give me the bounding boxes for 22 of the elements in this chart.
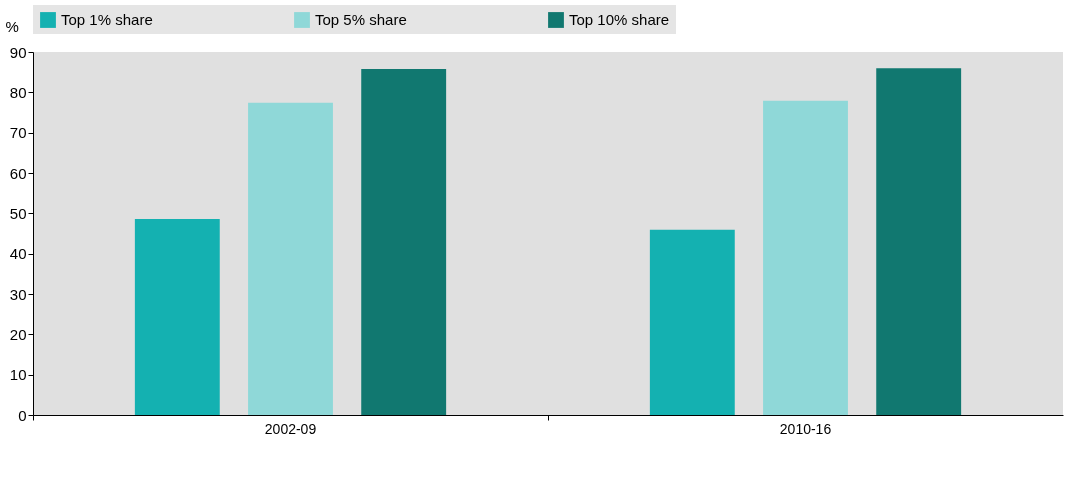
legend-label: Top 10% share [569, 11, 670, 28]
y-tick-label: 30 [9, 285, 27, 303]
y-tick-label: 40 [9, 245, 27, 263]
y-tick-label: 10 [9, 366, 27, 384]
legend-label: Top 5% share [315, 11, 407, 28]
y-tick-label: 0 [18, 406, 27, 424]
legend-label: Top 1% share [61, 11, 153, 28]
y-axis-title: % [5, 17, 19, 35]
x-tick-label: 2002-09 [264, 420, 317, 437]
bar [649, 229, 735, 415]
y-tick-label: 60 [9, 164, 27, 182]
bar [361, 68, 447, 415]
bar [876, 68, 962, 415]
y-tick-label: 50 [9, 204, 27, 222]
bar [248, 102, 333, 415]
y-tick-label: 20 [9, 325, 27, 343]
y-tick-label: 90 [9, 43, 27, 61]
bar [134, 218, 220, 415]
y-tick-label: 70 [9, 124, 27, 142]
y-tick-label: 80 [9, 83, 27, 101]
bar [763, 100, 848, 415]
x-tick-label: 2010-16 [779, 420, 832, 437]
